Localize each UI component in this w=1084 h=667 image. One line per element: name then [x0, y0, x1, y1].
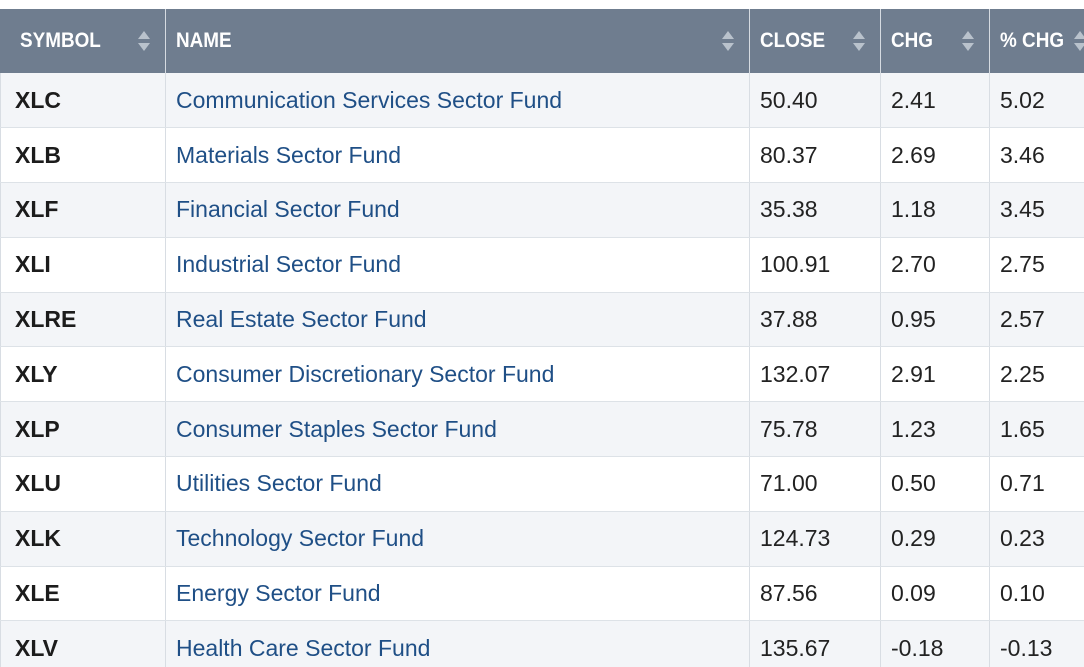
- chg-cell: 0.95: [880, 292, 990, 348]
- sort-arrows-icon[interactable]: [961, 31, 975, 51]
- name-cell: Real Estate Sector Fund: [165, 292, 750, 348]
- name-cell: Industrial Sector Fund: [165, 237, 750, 293]
- sort-arrows-icon[interactable]: [1073, 31, 1084, 51]
- column-header-label: SYMBOL: [20, 29, 101, 52]
- fund-name-link[interactable]: Consumer Discretionary Sector Fund: [176, 360, 555, 387]
- header-row: SYMBOL NAME CLOSE CHG % CHG: [0, 9, 1084, 73]
- pct-chg-cell: 0.23: [989, 511, 1084, 567]
- table-row: XLK Technology Sector Fund 124.73 0.29 0…: [0, 511, 1084, 567]
- fund-name-link[interactable]: Energy Sector Fund: [176, 580, 381, 607]
- fund-name-link[interactable]: Industrial Sector Fund: [176, 251, 402, 278]
- column-header-label: CHG: [891, 29, 934, 52]
- pct-chg-cell: 1.65: [989, 401, 1084, 458]
- table-row: XLU Utilities Sector Fund 71.00 0.50 0.7…: [0, 456, 1084, 512]
- name-cell: Utilities Sector Fund: [165, 456, 750, 512]
- fund-name-link[interactable]: Technology Sector Fund: [176, 525, 425, 552]
- table-row: XLV Health Care Sector Fund 135.67 -0.18…: [0, 620, 1084, 667]
- column-header-pct-chg[interactable]: % CHG: [989, 9, 1084, 73]
- table-row: XLE Energy Sector Fund 87.56 0.09 0.10: [0, 566, 1084, 622]
- chg-cell: 0.29: [880, 511, 990, 567]
- chg-cell: 2.69: [880, 127, 990, 184]
- sort-arrows-icon[interactable]: [721, 31, 735, 51]
- close-cell: 100.91: [749, 237, 881, 293]
- table-row: XLF Financial Sector Fund 35.38 1.18 3.4…: [0, 182, 1084, 238]
- name-cell: Financial Sector Fund: [165, 182, 750, 238]
- fund-name-link[interactable]: Real Estate Sector Fund: [176, 306, 427, 333]
- chg-cell: 2.91: [880, 346, 990, 403]
- name-cell: Consumer Discretionary Sector Fund: [165, 346, 750, 403]
- fund-name-link[interactable]: Consumer Staples Sector Fund: [176, 415, 497, 442]
- name-cell: Materials Sector Fund: [165, 127, 750, 184]
- chg-cell: 0.09: [880, 566, 990, 622]
- close-cell: 87.56: [749, 566, 881, 622]
- chg-cell: 2.70: [880, 237, 990, 293]
- chg-cell: 0.50: [880, 456, 990, 512]
- pct-chg-cell: 0.71: [989, 456, 1084, 512]
- pct-chg-cell: 2.25: [989, 346, 1084, 403]
- chg-cell: 1.23: [880, 401, 990, 458]
- symbol-cell: XLU: [0, 456, 166, 512]
- pct-chg-cell: 5.02: [989, 73, 1084, 129]
- table-row: XLP Consumer Staples Sector Fund 75.78 1…: [0, 401, 1084, 458]
- column-header-symbol[interactable]: SYMBOL: [0, 9, 166, 73]
- symbol-cell: XLK: [0, 511, 166, 567]
- pct-chg-cell: 2.57: [989, 292, 1084, 348]
- symbol-cell: XLB: [0, 127, 166, 184]
- symbol-cell: XLY: [0, 346, 166, 403]
- name-cell: Technology Sector Fund: [165, 511, 750, 567]
- chg-cell: 2.41: [880, 73, 990, 129]
- name-cell: Health Care Sector Fund: [165, 620, 750, 667]
- close-cell: 35.38: [749, 182, 881, 238]
- chg-cell: 1.18: [880, 182, 990, 238]
- fund-name-link[interactable]: Materials Sector Fund: [176, 141, 401, 168]
- column-header-name[interactable]: NAME: [165, 9, 750, 73]
- close-cell: 75.78: [749, 401, 881, 458]
- fund-name-link[interactable]: Utilities Sector Fund: [176, 470, 382, 497]
- pct-chg-cell: 3.45: [989, 182, 1084, 238]
- pct-chg-cell: -0.13: [989, 620, 1084, 667]
- fund-name-link[interactable]: Communication Services Sector Fund: [176, 86, 563, 113]
- pct-chg-cell: 3.46: [989, 127, 1084, 184]
- pct-chg-cell: 0.10: [989, 566, 1084, 622]
- table-row: XLRE Real Estate Sector Fund 37.88 0.95 …: [0, 292, 1084, 348]
- name-cell: Consumer Staples Sector Fund: [165, 401, 750, 458]
- symbol-cell: XLP: [0, 401, 166, 458]
- sort-arrows-icon[interactable]: [852, 31, 866, 51]
- table-header: SYMBOL NAME CLOSE CHG % CHG: [0, 9, 1084, 73]
- symbol-cell: XLE: [0, 566, 166, 622]
- close-cell: 71.00: [749, 456, 881, 512]
- column-header-close[interactable]: CLOSE: [749, 9, 881, 73]
- close-cell: 80.37: [749, 127, 881, 184]
- sector-funds-table: SYMBOL NAME CLOSE CHG % CHG XLC Communic…: [0, 9, 1084, 667]
- name-cell: Energy Sector Fund: [165, 566, 750, 622]
- chg-cell: -0.18: [880, 620, 990, 667]
- table-body: XLC Communication Services Sector Fund 5…: [0, 73, 1084, 667]
- table-row: XLY Consumer Discretionary Sector Fund 1…: [0, 346, 1084, 403]
- close-cell: 37.88: [749, 292, 881, 348]
- fund-name-link[interactable]: Financial Sector Fund: [176, 196, 400, 223]
- sector-funds-table-container: SYMBOL NAME CLOSE CHG % CHG XLC Communic…: [0, 9, 1084, 667]
- symbol-cell: XLRE: [0, 292, 166, 348]
- table-row: XLC Communication Services Sector Fund 5…: [0, 73, 1084, 129]
- close-cell: 124.73: [749, 511, 881, 567]
- table-row: XLI Industrial Sector Fund 100.91 2.70 2…: [0, 237, 1084, 293]
- close-cell: 132.07: [749, 346, 881, 403]
- pct-chg-cell: 2.75: [989, 237, 1084, 293]
- column-header-chg[interactable]: CHG: [880, 9, 990, 73]
- table-row: XLB Materials Sector Fund 80.37 2.69 3.4…: [0, 127, 1084, 184]
- symbol-cell: XLC: [0, 73, 166, 129]
- column-header-label: NAME: [176, 29, 232, 52]
- symbol-cell: XLV: [0, 620, 166, 667]
- fund-name-link[interactable]: Health Care Sector Fund: [176, 634, 431, 661]
- close-cell: 135.67: [749, 620, 881, 667]
- column-header-label: CLOSE: [760, 29, 826, 52]
- sort-arrows-icon[interactable]: [137, 31, 151, 51]
- close-cell: 50.40: [749, 73, 881, 129]
- column-header-label: % CHG: [1000, 29, 1065, 52]
- symbol-cell: XLI: [0, 237, 166, 293]
- symbol-cell: XLF: [0, 182, 166, 238]
- name-cell: Communication Services Sector Fund: [165, 73, 750, 129]
